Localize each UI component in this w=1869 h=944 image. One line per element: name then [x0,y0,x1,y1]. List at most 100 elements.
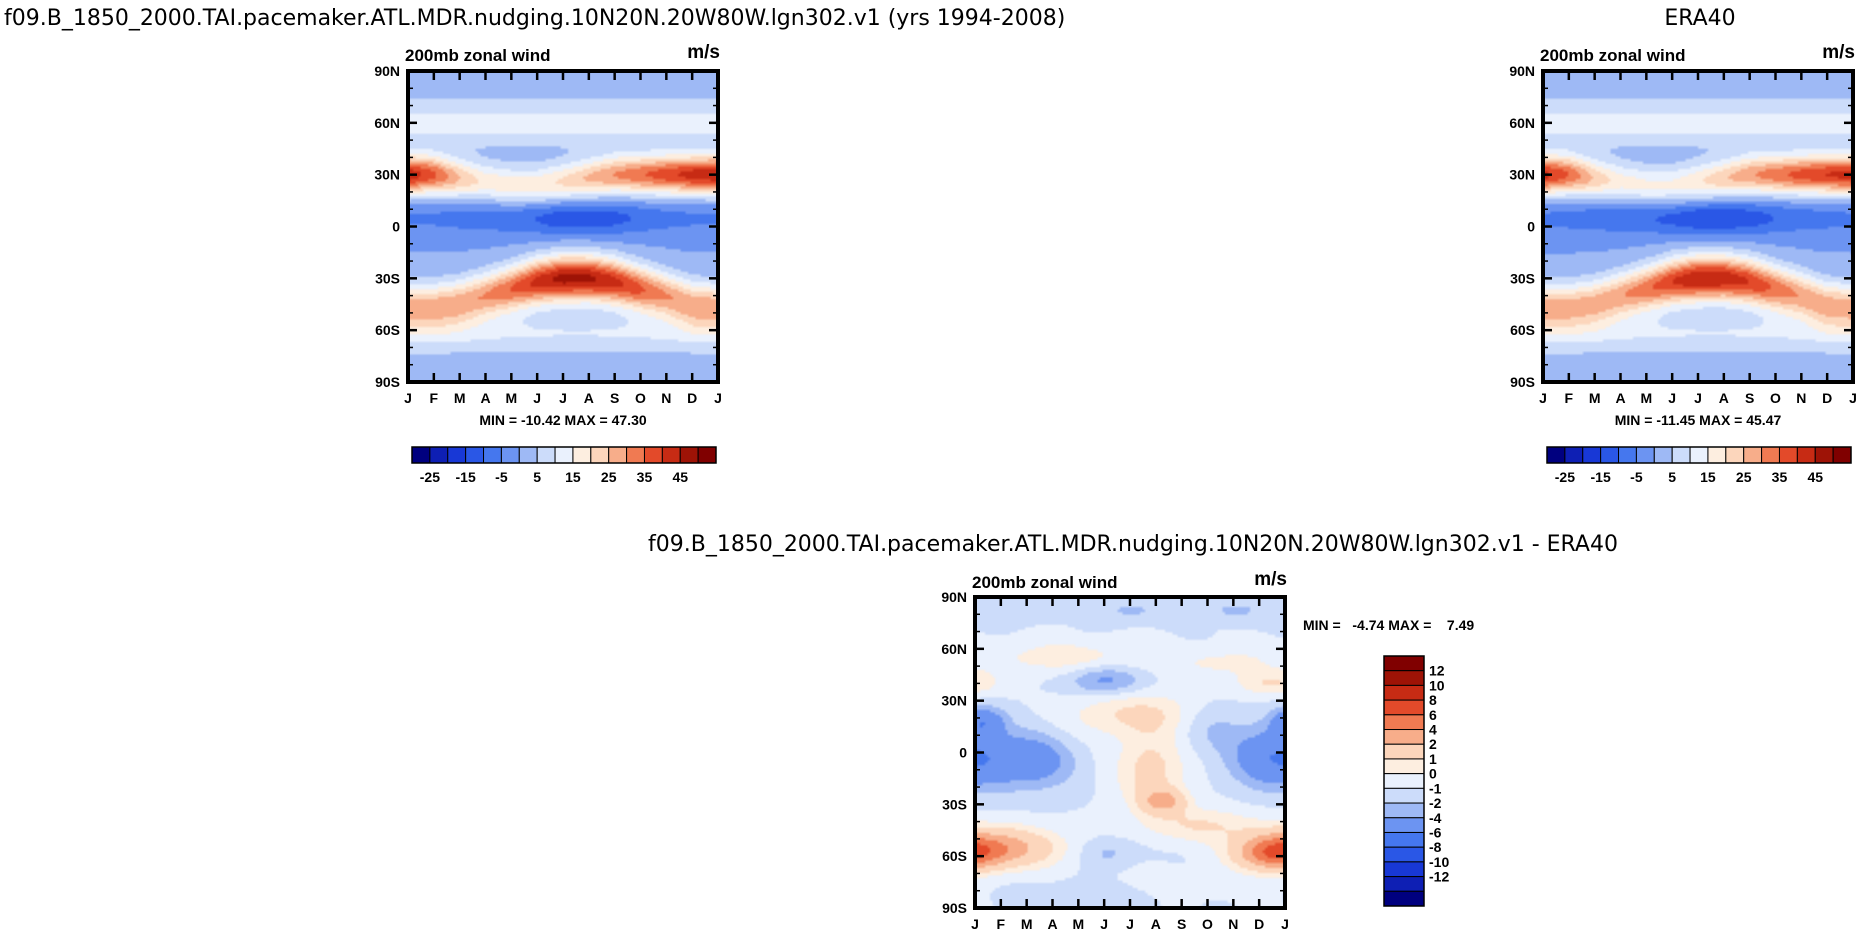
colorbar-swatch [1653,446,1673,464]
colorbar-swatch [1564,446,1584,464]
colorbar-swatch [1383,876,1425,892]
colorbar-label: 8 [1429,692,1437,708]
colorbar-label: 5 [533,469,541,485]
variable-label: 200mb zonal wind [972,573,1117,592]
colorbar-label: 35 [637,469,653,485]
x-tick-label: M [454,390,466,406]
x-tick-label: M [1589,390,1601,406]
colorbar-swatch [1383,743,1425,760]
colorbar-label: 45 [1807,469,1823,485]
y-tick-label: 60S [942,848,967,864]
heatmap-cells [1543,71,1853,382]
x-tick-label: J [1539,390,1547,406]
colorbar-label: -25 [420,469,440,485]
colorbar-swatch [1383,831,1425,848]
y-tick-label: 30N [1509,167,1535,183]
colorbar-label: -15 [1591,469,1611,485]
y-tick-labels: 90N 60N 30N 0 30S 60S 90S [941,589,967,916]
x-tick-label: S [1745,390,1754,406]
colorbar-label: 35 [1772,469,1788,485]
x-tick-label: F [1565,390,1574,406]
colorbar-swatch [626,446,645,464]
x-tick-label: S [1177,916,1186,932]
x-tick-label: S [610,390,619,406]
colorbar-swatch [1796,446,1816,464]
x-tick-label: O [1770,390,1781,406]
colorbar-swatch [1671,446,1691,464]
x-tick-label: J [1668,390,1676,406]
x-tick-label: J [559,390,567,406]
y-tick-label: 0 [1527,219,1535,235]
colorbar-swatch [1725,446,1745,464]
colorbar-label: -5 [495,469,508,485]
colorbar-swatch [429,446,449,464]
colorbar-frame [1383,655,1425,907]
colorbar-label: 5 [1668,469,1676,485]
colorbar-swatch [643,446,663,464]
colorbar-label: 6 [1429,707,1437,723]
stats-label: MIN = -4.74 MAX = 7.49 [1303,617,1474,633]
colorbar-label: -10 [1429,854,1449,870]
colorbar-swatch [1743,446,1763,464]
y-tick-label: 30S [942,796,967,812]
colorbar-swatch [661,446,681,464]
y-tick-label: 30N [374,167,400,183]
colorbar-label: -25 [1555,469,1575,485]
plot-frame [1541,69,1855,384]
x-tick-label: A [1151,916,1161,932]
stats-label: MIN = -11.45 MAX = 45.47 [1615,412,1782,428]
heatmap [975,597,1285,908]
variable-label: 200mb zonal wind [1540,46,1685,65]
units-label: m/s [1822,42,1855,63]
colorbar-swatch [1778,446,1798,464]
colorbar-swatch [697,446,717,464]
colorbar-swatch [1383,773,1425,789]
colorbar-swatch [1383,670,1425,686]
panel-title: f09.B_1850_2000.TAI.pacemaker.ATL.MDR.nu… [4,6,1065,31]
colorbar-swatch [1618,446,1637,464]
x-tick-label: A [1615,390,1625,406]
colorbar-swatch [1689,446,1709,464]
colorbar-swatch [1546,446,1566,464]
colorbar-label: 4 [1429,722,1437,738]
colorbar-swatch [1383,758,1425,775]
colorbar-swatch [608,446,628,464]
x-tick-label: O [635,390,646,406]
colorbar-swatch [1383,787,1425,804]
colorbar-label: -4 [1429,810,1442,826]
y-tick-label: 90N [374,63,400,79]
x-tick-label: J [1694,390,1702,406]
colorbar-swatch [554,446,574,464]
colorbar-label: 0 [1429,766,1437,782]
colorbar-swatch [1383,861,1425,878]
y-tick-label: 60N [374,115,400,131]
x-tick-label: A [584,390,594,406]
x-tick-label: M [1072,916,1084,932]
x-tick-label: M [505,390,517,406]
units-label: m/s [687,42,720,63]
colorbar-swatch [590,446,610,464]
plot-frame [973,595,1287,910]
x-tick-label: A [1047,916,1057,932]
x-tick-label: J [1281,916,1289,932]
colorbar-swatch [1383,802,1425,819]
colorbar-swatch [483,446,502,464]
x-tick-label: N [661,390,671,406]
x-tick-label: D [687,390,697,406]
colorbar-swatch [572,446,592,464]
colorbar-label: 15 [565,469,581,485]
variable-label: 200mb zonal wind [405,46,550,65]
x-tick-label: M [1021,916,1033,932]
colorbar-frame [411,446,717,464]
y-tick-label: 90S [942,900,967,916]
colorbar: -25 -15 -5 5 15 25 35 45 [1546,446,1852,485]
plot-frame [406,69,720,384]
x-tick-label: D [1822,390,1832,406]
colorbar-label: -2 [1429,795,1442,811]
colorbar: -25 -15 -5 5 15 25 35 45 [411,446,717,485]
